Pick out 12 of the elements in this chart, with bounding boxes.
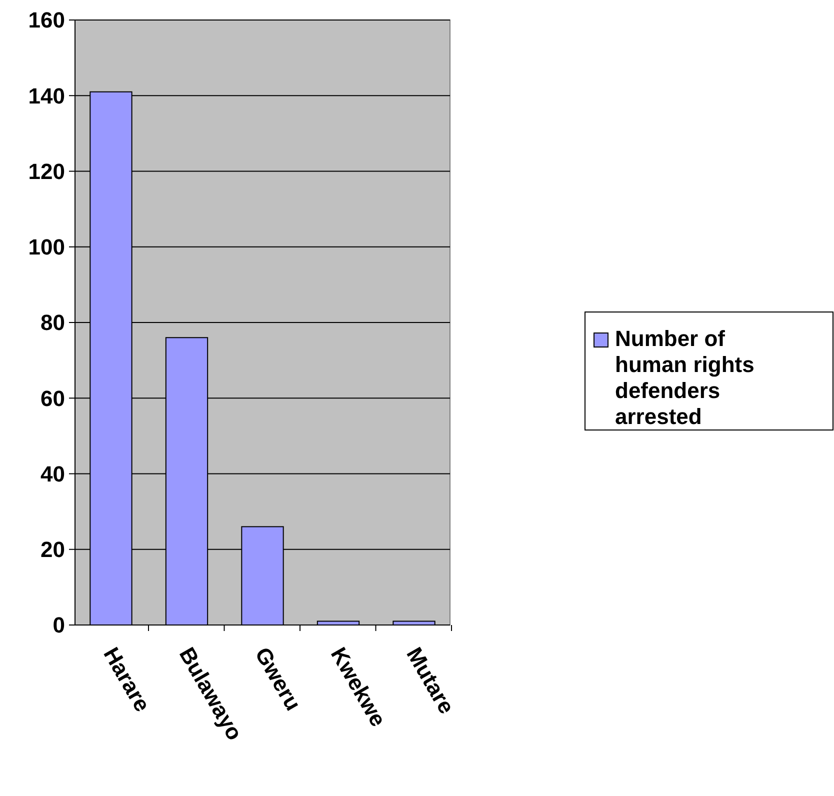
y-tick-label: 60 [40, 386, 65, 411]
y-tick-label: 40 [40, 461, 65, 486]
y-tick-label: 20 [40, 537, 65, 562]
legend-label: Number of human rights defenders arrested [615, 326, 754, 429]
bar [316, 620, 360, 626]
bar [392, 620, 436, 626]
y-tick-label: 140 [28, 83, 65, 108]
y-tick-label: 100 [28, 234, 65, 260]
y-tick-label: 160 [28, 8, 65, 33]
y-tick-label: 0 [52, 612, 65, 638]
y-tick-label: 120 [28, 158, 65, 184]
y-tick-label: 80 [40, 310, 65, 336]
